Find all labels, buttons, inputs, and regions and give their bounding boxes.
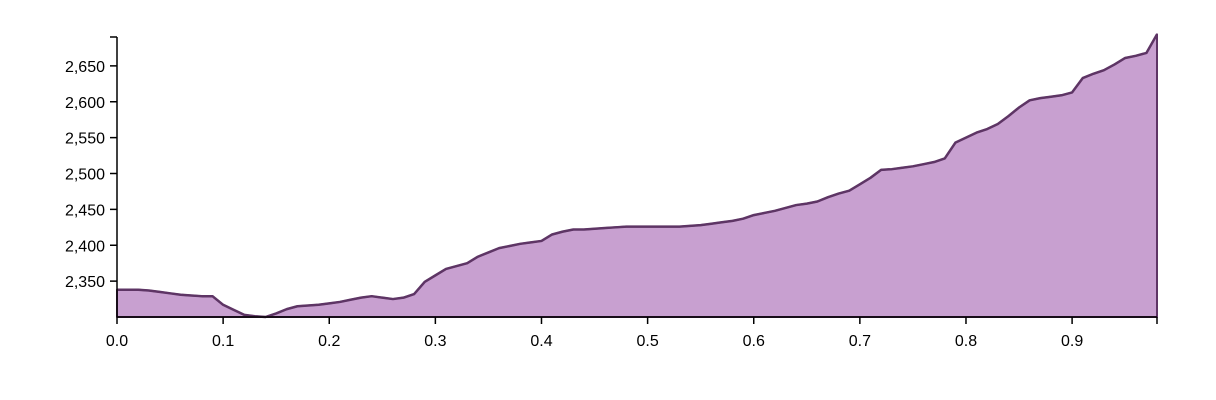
y-tick-label: 2,400 <box>65 238 105 255</box>
x-tick-label: 0.1 <box>212 333 234 350</box>
area-line <box>117 33 1159 319</box>
y-tick-label: 2,650 <box>65 59 105 76</box>
area-fill <box>116 33 1158 318</box>
y-tick-label: 2,600 <box>65 95 105 112</box>
y-tick-label: 2,550 <box>65 131 105 148</box>
x-tick-label: 0.2 <box>318 333 340 350</box>
x-axis: 0.0 0.1 0.2 0.3 0.4 0.5 0.6 0.7 0.8 0.9 <box>106 316 1158 350</box>
x-tick-label: 0.9 <box>1061 333 1083 350</box>
x-tick-label: 0.0 <box>106 333 128 350</box>
y-tick-label: 2,350 <box>65 274 105 291</box>
x-tick-label: 0.7 <box>849 333 871 350</box>
x-tick-label: 0.4 <box>530 333 552 350</box>
x-tick-label: 0.6 <box>743 333 765 350</box>
y-axis: 2,350 2,400 2,450 2,500 2,550 2,600 2,650 <box>65 36 118 317</box>
y-tick-label: 2,450 <box>65 202 105 219</box>
x-tick-label: 0.5 <box>636 333 658 350</box>
y-tick-label: 2,500 <box>65 167 105 184</box>
x-tick-label: 0.3 <box>424 333 446 350</box>
x-tick-label: 0.8 <box>955 333 977 350</box>
